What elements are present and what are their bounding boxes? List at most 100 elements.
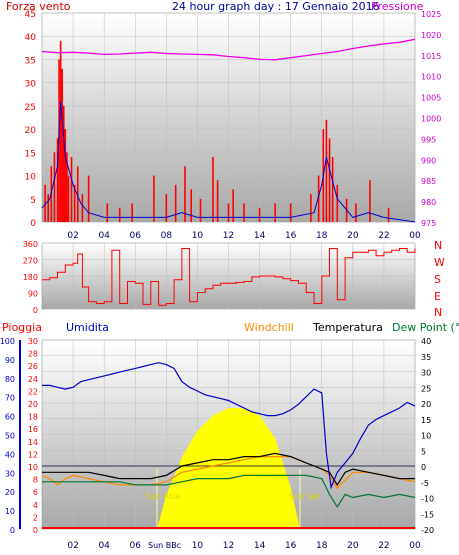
wind-axis-tick-label: 40	[25, 33, 37, 43]
temp-x-tick-label: 16	[285, 541, 297, 551]
temp-right-tick-label: 25	[421, 384, 431, 393]
wind-x-tick-label: 06	[130, 231, 142, 241]
wind-x-tick-label: 14	[254, 231, 266, 241]
wind-axis-tick-label: 5	[30, 196, 36, 206]
pressure-axis-tick-label: 1010	[421, 73, 441, 82]
temp-right-tick-label: 0	[421, 463, 426, 472]
direction-axis-tick-label: 90	[28, 290, 38, 299]
dewpoint-line	[42, 474, 416, 509]
temp-left-tick-label: 18	[28, 413, 38, 422]
temp-left-tick-label: 2	[33, 513, 38, 522]
temp-right-tick-label: 15	[421, 416, 431, 425]
wind-axis-tick-label: 45	[25, 10, 36, 20]
wind-axis-tick-label: 35	[25, 56, 36, 66]
temp-x-tick-label: 04	[98, 541, 110, 551]
avg-wind-line	[41, 101, 416, 223]
temp-left-tick-label: 14	[28, 438, 38, 447]
pressure-axis-tick-label: 980	[421, 198, 436, 207]
pressure-axis-tick-label: 1025	[421, 10, 441, 19]
sunset-label: Sun Set	[289, 492, 320, 501]
pressure-axis-tick-label: 1015	[421, 52, 441, 61]
wind-x-tick-label: 10	[192, 231, 204, 241]
temp-x-tick-label: 12	[223, 541, 234, 551]
wind-x-tick-label: 22	[378, 231, 389, 241]
temp-x-tick-label: 18	[316, 541, 328, 551]
wind-axis-tick-label: 25	[25, 103, 36, 113]
temp-x-tick-label: 14	[254, 541, 266, 551]
graph-title: 24 hour graph day : 17 Gennaio 2016	[172, 0, 380, 13]
temp-x-tick-label: 06	[130, 541, 142, 551]
temp-x-tick-label: 20	[347, 541, 359, 551]
dir-letter-e: E	[434, 290, 441, 303]
direction-axis-tick-label: 270	[23, 257, 38, 266]
humidity-tick-label: 30	[5, 469, 15, 478]
wind-x-tick-label: 04	[98, 231, 110, 241]
dewpoint-label: Dew Point (°C	[392, 321, 459, 334]
temperatura-label: Temperatura	[312, 321, 383, 334]
temp-left-tick-label: 10	[28, 463, 38, 472]
temp-left-tick-label: 22	[28, 387, 38, 396]
temp-left-tick-label: 0	[33, 526, 38, 535]
umidita-label: Umidita	[66, 321, 109, 334]
temp-x-tick-label: 10	[192, 541, 204, 551]
direction-axis-tick-label: 180	[23, 273, 38, 282]
wind-axis-tick-label: 20	[25, 126, 37, 136]
temp-left-tick-label: 26	[28, 362, 38, 371]
pressure-axis-tick-label: 995	[421, 135, 436, 144]
wind-x-tick-label: 12	[223, 231, 234, 241]
dir-letter-s: S	[434, 273, 441, 286]
temp-left-tick-label: 24	[28, 375, 38, 384]
sunbbc-label: Sun BBc	[148, 541, 181, 550]
humidity-tick-label: 60	[5, 413, 15, 422]
temp-left-tick-label: 12	[28, 450, 38, 459]
sunrise-label: Sun Rise	[146, 492, 181, 501]
humidity-tick-label: 0	[10, 526, 15, 535]
humidity-tick-label: 70	[5, 394, 15, 403]
temp-left-tick-label: 6	[33, 488, 38, 497]
dir-letter-w: W	[434, 256, 445, 269]
humidity-tick-label: 40	[5, 450, 15, 459]
direction-axis-tick-label: 360	[23, 240, 38, 249]
temp-right-tick-label: -10	[421, 495, 434, 504]
pressure-axis-tick-label: 1000	[421, 115, 441, 124]
temp-left-tick-label: 4	[33, 501, 38, 510]
temp-x-tick-label: 02	[67, 541, 78, 551]
humidity-tick-label: 100	[0, 337, 15, 346]
wind-axis-tick-label: 0	[30, 219, 36, 229]
pressure-line	[41, 38, 416, 61]
wind-title: Forza vento	[6, 0, 71, 13]
dir-letter-n-bottom: N	[434, 306, 442, 319]
wind-axis-tick-label: 10	[25, 173, 37, 183]
humidity-tick-label: 50	[5, 432, 15, 441]
temp-right-tick-label: -20	[421, 526, 434, 535]
temp-right-tick-label: 30	[421, 369, 431, 378]
temp-right-tick-label: 10	[421, 432, 431, 441]
humidity-line	[42, 362, 416, 490]
wind-direction-line	[42, 248, 416, 306]
temp-x-tick-label: 22	[378, 541, 389, 551]
temp-left-tick-label: 16	[28, 425, 38, 434]
wind-axis-tick-label: 30	[25, 80, 37, 90]
temperature-series	[41, 362, 416, 529]
wind-x-tick-label: 18	[316, 231, 328, 241]
temp-right-tick-label: -15	[421, 510, 434, 519]
wind-x-tick-label: 02	[67, 231, 78, 241]
temp-right-tick-label: -5	[421, 479, 429, 488]
wind-series	[41, 38, 416, 223]
wind-x-tick-label: 16	[285, 231, 297, 241]
temp-left-tick-label: 30	[28, 337, 38, 346]
temp-right-tick-label: 40	[421, 337, 431, 346]
direction-axis-tick-label: 0	[33, 306, 38, 315]
humidity-tick-label: 10	[5, 507, 15, 516]
temp-left-tick-label: 28	[28, 350, 38, 359]
direction-series	[42, 248, 416, 306]
temperature-line	[42, 452, 415, 487]
temp-right-tick-label: 5	[421, 447, 426, 456]
pressure-axis-tick-label: 990	[421, 156, 436, 165]
pressure-axis-tick-label: 975	[421, 219, 436, 228]
windchill-label: Windchill	[244, 321, 294, 334]
humidity-tick-label: 80	[5, 375, 15, 384]
pressure-axis-tick-label: 1005	[421, 94, 441, 103]
temp-left-tick-label: 8	[33, 476, 38, 485]
solar-area	[157, 408, 300, 529]
